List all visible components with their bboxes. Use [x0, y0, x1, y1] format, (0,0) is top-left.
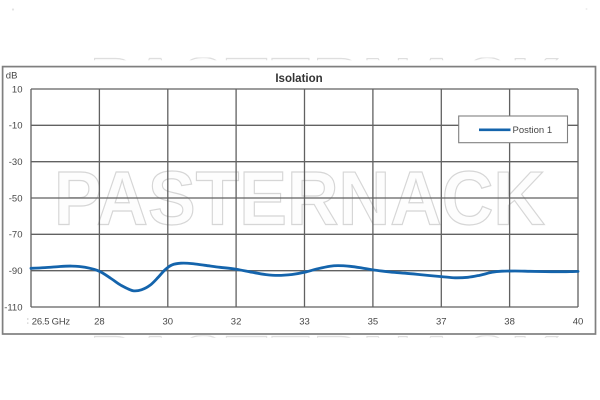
svg-text:Postion 1: Postion 1	[513, 125, 553, 136]
svg-text:PASTERNACK: PASTERNACK	[90, 43, 560, 128]
svg-text:10: 10	[12, 84, 23, 95]
svg-text:26.5 GHz: 26.5 GHz	[32, 317, 71, 328]
svg-text:-90: -90	[9, 266, 23, 277]
svg-text:-10: -10	[9, 121, 23, 132]
svg-text:-70: -70	[9, 230, 23, 241]
svg-text:PASTERNACK: PASTERNACK	[90, 321, 560, 400]
svg-text:28: 28	[94, 317, 105, 328]
svg-text::: :	[27, 316, 30, 327]
svg-text:35: 35	[368, 317, 379, 328]
svg-text:-30: -30	[9, 157, 23, 168]
svg-text:38: 38	[504, 317, 515, 328]
svg-text:40: 40	[573, 317, 584, 328]
svg-text:-110: -110	[4, 302, 22, 313]
svg-text:Isolation: Isolation	[275, 73, 322, 85]
svg-text:dB: dB	[6, 71, 18, 82]
svg-text:30: 30	[163, 317, 174, 328]
svg-text:PASTERNACK: PASTERNACK	[54, 156, 545, 241]
svg-text:32: 32	[231, 317, 242, 328]
svg-text:-50: -50	[9, 193, 23, 204]
svg-text:33: 33	[299, 317, 310, 328]
svg-text:37: 37	[436, 317, 447, 328]
